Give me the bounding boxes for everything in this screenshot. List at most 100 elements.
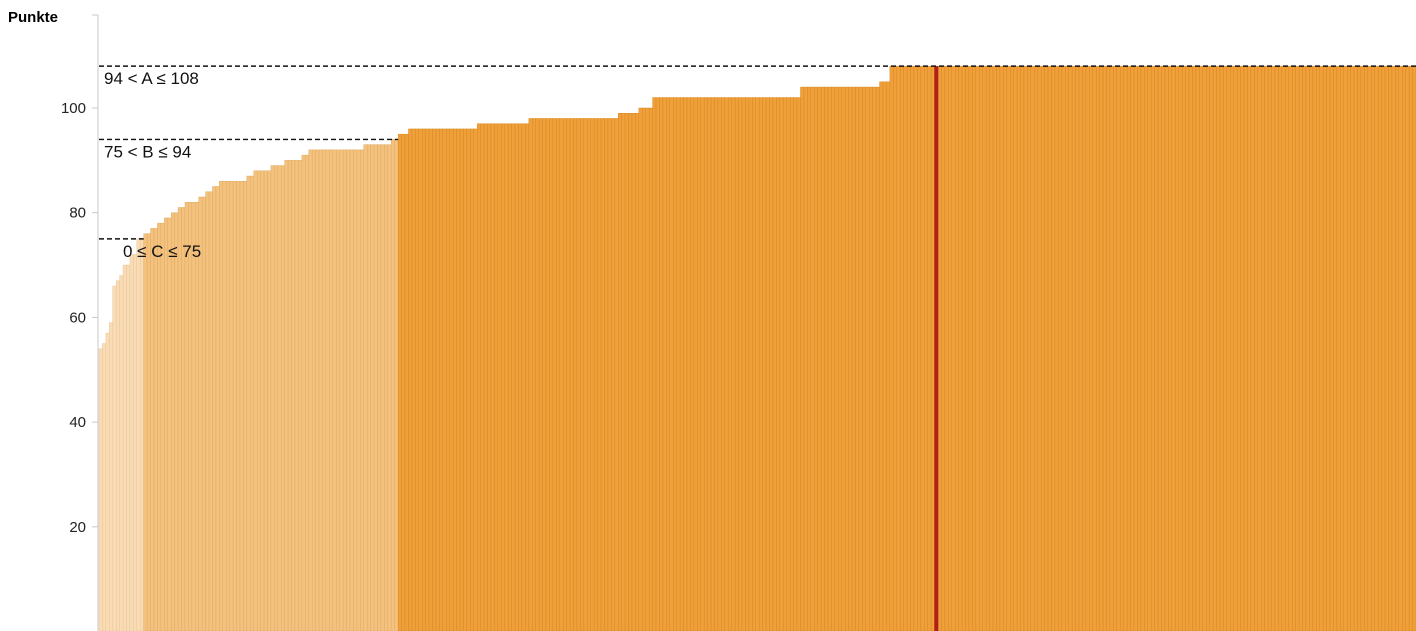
bar xyxy=(703,97,708,631)
bar xyxy=(593,118,598,631)
bar xyxy=(1075,65,1080,631)
bar xyxy=(1405,65,1410,631)
bar xyxy=(256,170,261,631)
bar xyxy=(1402,65,1406,631)
bar xyxy=(659,97,664,631)
bar xyxy=(422,128,426,631)
bar xyxy=(150,228,155,631)
bar xyxy=(549,118,554,631)
bar xyxy=(243,181,248,631)
bar xyxy=(996,65,1001,631)
bar xyxy=(1175,65,1179,631)
grade-band-label: 75 < B ≤ 94 xyxy=(104,142,191,161)
bar xyxy=(459,128,464,631)
y-tick-label: 80 xyxy=(69,205,86,222)
bar xyxy=(356,149,361,631)
bar xyxy=(239,181,244,631)
bar xyxy=(1254,65,1259,631)
bar xyxy=(514,123,519,631)
bar xyxy=(1216,65,1221,631)
bar xyxy=(1030,65,1035,631)
bar xyxy=(1329,65,1334,631)
bar xyxy=(1412,65,1416,631)
bar xyxy=(927,65,932,631)
bar xyxy=(532,118,536,631)
bar xyxy=(188,202,193,631)
bar xyxy=(501,123,505,631)
bar xyxy=(1333,65,1338,631)
bar xyxy=(404,133,409,631)
bar xyxy=(748,97,753,631)
bar xyxy=(353,149,358,631)
bar xyxy=(140,238,144,631)
bar xyxy=(793,97,798,631)
bar xyxy=(1371,65,1375,631)
bar xyxy=(1023,65,1028,631)
bar xyxy=(1316,65,1320,631)
bar xyxy=(528,118,533,631)
bar xyxy=(862,86,867,631)
bar xyxy=(683,97,688,631)
bar xyxy=(112,285,117,631)
bar xyxy=(820,86,825,631)
bar xyxy=(349,149,354,631)
bar xyxy=(1154,65,1159,631)
bar xyxy=(717,97,722,631)
bar xyxy=(999,65,1004,631)
bar xyxy=(102,343,107,631)
bar xyxy=(205,191,210,631)
y-tick-label: 60 xyxy=(69,309,86,326)
bar xyxy=(851,86,856,631)
bar xyxy=(305,154,309,631)
bar xyxy=(559,118,564,631)
bar xyxy=(1240,65,1245,631)
bar xyxy=(401,133,406,631)
bar xyxy=(198,196,203,631)
bar xyxy=(783,97,787,631)
bar xyxy=(1150,65,1155,631)
bar xyxy=(301,154,306,631)
bar xyxy=(841,86,846,631)
bar xyxy=(274,165,279,631)
bar xyxy=(387,144,392,631)
bar xyxy=(1164,65,1169,631)
bar xyxy=(796,97,801,631)
bar xyxy=(679,97,684,631)
bar xyxy=(573,118,578,631)
bar xyxy=(246,175,251,631)
bar xyxy=(992,65,997,631)
bar xyxy=(494,123,499,631)
bar xyxy=(391,139,395,631)
bar xyxy=(535,118,540,631)
bar xyxy=(913,65,918,631)
bar xyxy=(972,65,977,631)
bar xyxy=(1013,65,1018,631)
bar xyxy=(989,65,994,631)
bar xyxy=(442,128,447,631)
bar xyxy=(219,181,224,631)
bar xyxy=(1212,65,1217,631)
bar xyxy=(1185,65,1190,631)
bar xyxy=(1274,65,1279,631)
y-ticks: 20 40 60 80 100 xyxy=(61,14,98,536)
bar xyxy=(899,65,904,631)
bar xyxy=(1054,65,1059,631)
bar xyxy=(597,118,602,631)
bar xyxy=(1051,65,1056,631)
bar xyxy=(697,97,701,631)
bar xyxy=(789,97,794,631)
bar xyxy=(470,128,475,631)
y-tick-label: 20 xyxy=(69,519,86,536)
bar xyxy=(1144,65,1149,631)
bar xyxy=(827,86,832,631)
bar xyxy=(655,97,660,631)
bar xyxy=(1309,65,1314,631)
bar xyxy=(982,65,987,631)
bar xyxy=(652,97,657,631)
bar xyxy=(731,97,736,631)
bar xyxy=(497,123,502,631)
bar xyxy=(1408,65,1413,631)
bar xyxy=(1133,65,1138,631)
bar xyxy=(600,118,605,631)
